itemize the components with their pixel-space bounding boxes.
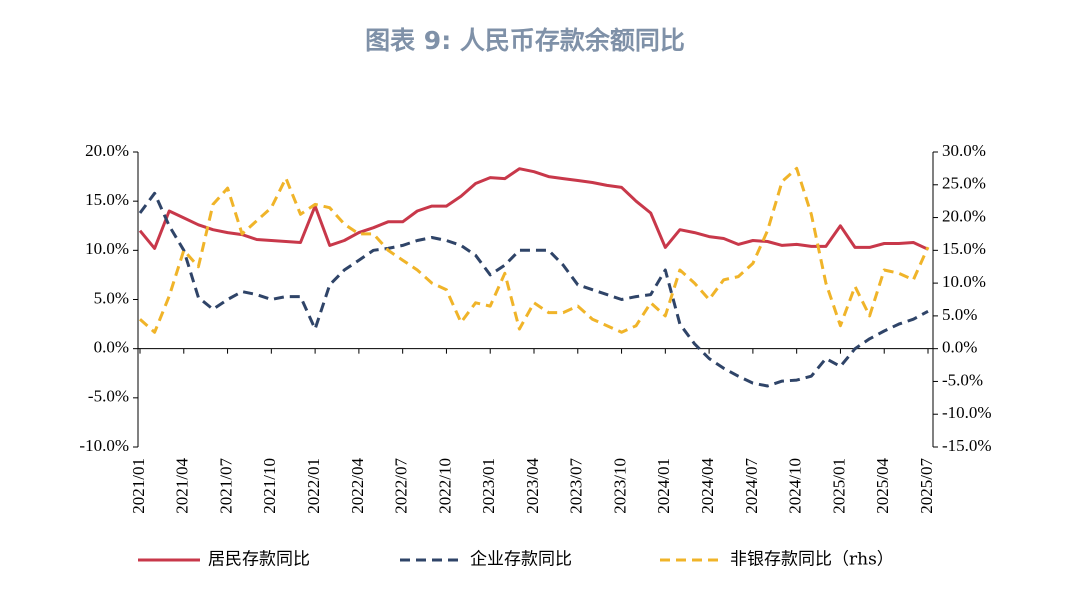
y-tick-label: 5.0% bbox=[94, 288, 129, 307]
x-tick-label: 2021/01 bbox=[129, 458, 148, 514]
y2-tick-label: 30.0% bbox=[942, 141, 986, 160]
x-tick-label: 2021/04 bbox=[173, 458, 192, 514]
x-tick-label: 2022/01 bbox=[304, 458, 323, 514]
x-tick-label: 2021/10 bbox=[260, 458, 279, 514]
x-tick-label: 2022/04 bbox=[348, 458, 367, 514]
y-tick-label: 0.0% bbox=[94, 338, 129, 357]
y2-tick-label: -5.0% bbox=[942, 370, 983, 389]
legend-label: 非银存款同比（rhs） bbox=[730, 550, 894, 570]
legend-label: 居民存款同比 bbox=[208, 550, 310, 570]
x-tick-label: 2023/01 bbox=[479, 458, 498, 514]
x-tick-label: 2023/04 bbox=[523, 458, 542, 514]
x-tick-label: 2022/07 bbox=[392, 458, 411, 514]
y2-tick-label: 20.0% bbox=[942, 206, 986, 225]
y-tick-label: 15.0% bbox=[85, 190, 129, 209]
x-tick-label: 2024/07 bbox=[742, 458, 761, 514]
x-tick-label: 2025/04 bbox=[873, 458, 892, 514]
series-line bbox=[138, 167, 929, 251]
y-tick-label: 20.0% bbox=[85, 141, 129, 160]
x-tick-label: 2021/07 bbox=[216, 458, 235, 514]
x-tick-label: 2023/10 bbox=[610, 458, 629, 514]
y2-tick-label: 15.0% bbox=[942, 239, 986, 258]
series-line bbox=[138, 166, 930, 334]
x-tick-label: 2024/01 bbox=[654, 458, 673, 514]
legend-label: 企业存款同比 bbox=[470, 550, 572, 570]
x-tick-label: 2025/07 bbox=[917, 458, 936, 514]
y-tick-label: 10.0% bbox=[85, 239, 129, 258]
x-tick-label: 2024/10 bbox=[786, 458, 805, 514]
y-tick-label: -5.0% bbox=[88, 387, 129, 406]
x-tick-label: 2022/10 bbox=[435, 458, 454, 514]
y2-tick-label: 25.0% bbox=[942, 174, 986, 193]
y2-tick-label: 0.0% bbox=[942, 338, 977, 357]
y2-tick-label: 10.0% bbox=[942, 272, 986, 291]
y2-tick-label: 5.0% bbox=[942, 305, 977, 324]
x-tick-label: 2023/07 bbox=[567, 458, 586, 514]
y2-tick-label: -10.0% bbox=[942, 403, 992, 422]
series-line bbox=[138, 191, 929, 388]
y-tick-label: -10.0% bbox=[79, 436, 129, 455]
chart-title: 图表 9: 人民币存款余额同比 bbox=[365, 26, 685, 55]
x-tick-label: 2024/04 bbox=[698, 458, 717, 514]
x-tick-label: 2025/01 bbox=[829, 458, 848, 514]
y2-tick-label: -15.0% bbox=[942, 436, 992, 455]
